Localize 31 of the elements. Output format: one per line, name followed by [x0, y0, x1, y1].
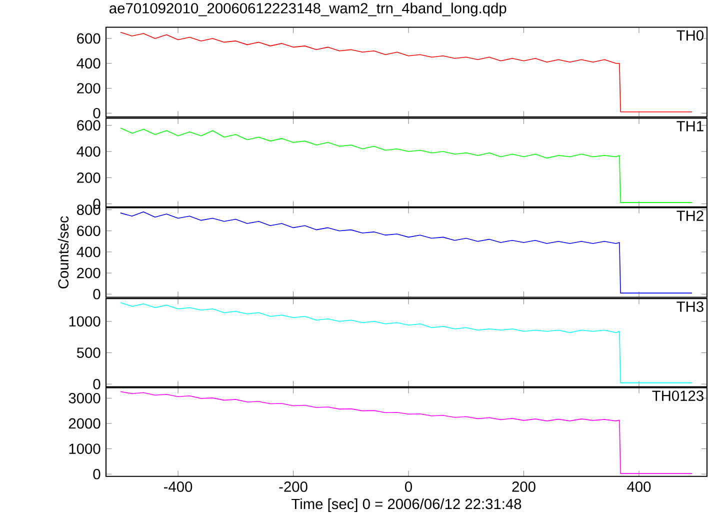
- x-tick-label: -400: [164, 482, 192, 492]
- x-axis-title: Time [sec] 0 = 2006/06/12 22:31:48: [292, 498, 522, 512]
- x-tick-label: 0: [405, 482, 412, 492]
- text: TH0123: [652, 390, 704, 402]
- x-tick-label: 200: [512, 482, 536, 492]
- chart-title: ae701092010_20060612223148_wam2_trn_4band_long.qdp: [110, 2, 506, 16]
- y-tick-label: 0: [93, 289, 100, 300]
- y-tick-label: 200: [77, 83, 100, 94]
- text: TH1: [676, 121, 704, 132]
- y-tick-label: 1000: [69, 444, 100, 454]
- y-tick-label: 600: [77, 120, 100, 131]
- y-tick-label: 500: [76, 348, 100, 358]
- y-tick-label: 400: [76, 246, 100, 258]
- y-tick-label: 400: [76, 58, 100, 69]
- y-tick-label: 200: [77, 172, 100, 183]
- text: TH2: [676, 210, 704, 221]
- text: TH3: [676, 302, 704, 312]
- y-tick-label: 600: [77, 33, 100, 44]
- y-tick-label: 1000: [69, 316, 100, 327]
- y-tick-label: 200: [77, 268, 100, 278]
- y-tick-label: 600: [77, 226, 100, 236]
- y-tick-label: 0: [93, 468, 100, 480]
- text: TH0: [676, 30, 704, 41]
- y-tick-label: 0: [93, 108, 100, 118]
- y-tick-label: 3000: [68, 393, 100, 404]
- y-tick-label: 0: [93, 378, 100, 390]
- x-tick-label: 400: [627, 482, 651, 492]
- y-tick-label: 400: [76, 146, 100, 157]
- x-tick-label: -200: [279, 482, 308, 492]
- y-axis-title: Counts/sec: [58, 216, 69, 288]
- y-tick-label: 2000: [68, 418, 100, 429]
